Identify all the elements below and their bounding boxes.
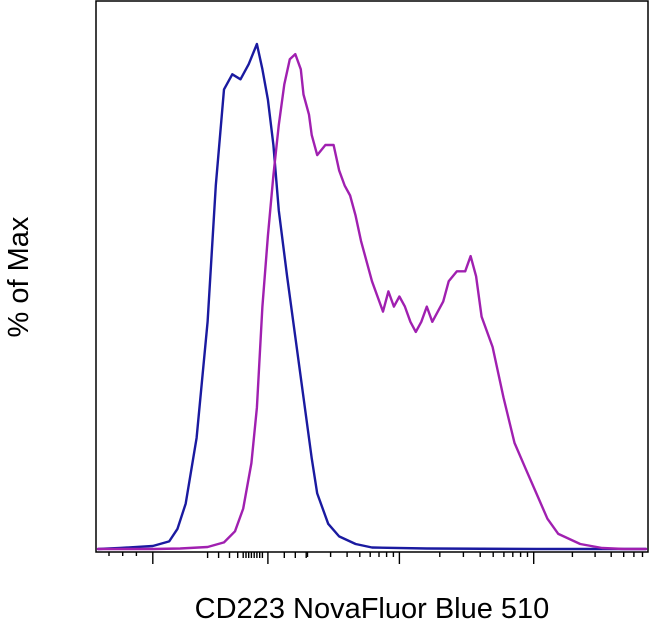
x-axis-title: CD223 NovaFluor Blue 510 [195, 593, 550, 625]
y-axis-title: % of Max [3, 216, 35, 337]
histogram-series-2 [96, 52, 648, 551]
series-layer [96, 42, 648, 551]
x-axis-ticks [108, 552, 644, 564]
histogram-series-1 [96, 42, 648, 551]
plot-frame [95, 0, 649, 553]
